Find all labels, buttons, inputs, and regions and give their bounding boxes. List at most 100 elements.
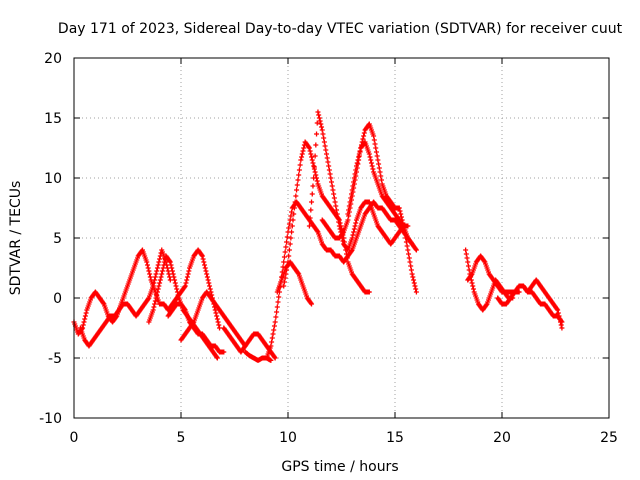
data-point (413, 247, 419, 253)
data-point (368, 157, 374, 163)
data-point (286, 253, 292, 259)
data-point (272, 355, 278, 361)
data-point (309, 301, 315, 307)
data-point (372, 141, 378, 147)
y-tick-label: 5 (53, 231, 62, 247)
data-point (172, 280, 178, 286)
data-point (340, 238, 346, 244)
data-point (268, 343, 274, 349)
data-point (184, 274, 190, 280)
data-point (147, 274, 153, 280)
data-point (299, 154, 305, 160)
data-point (346, 207, 352, 213)
x-tick-label: 15 (386, 430, 404, 446)
data-point (376, 161, 382, 167)
data-point (286, 225, 292, 231)
series-track-11 (281, 139, 372, 295)
data-point (204, 271, 210, 277)
data-point (336, 223, 342, 229)
data-point (463, 251, 469, 257)
data-point (406, 255, 412, 261)
data-point (311, 164, 317, 170)
data-point (154, 292, 160, 298)
data-point (151, 304, 157, 310)
series-track-6 (178, 289, 248, 349)
data-point (288, 213, 294, 219)
y-tick-label: 10 (44, 171, 62, 187)
data-point (309, 191, 315, 197)
data-point (307, 148, 313, 154)
data-point (328, 175, 334, 181)
data-point (289, 229, 295, 235)
data-point (169, 265, 175, 271)
data-point (282, 249, 288, 255)
y-tick-label: -5 (48, 351, 62, 367)
data-point (207, 286, 213, 292)
data-point (274, 304, 280, 310)
data-point (321, 139, 327, 145)
data-point (82, 313, 88, 319)
data-point (274, 309, 280, 315)
data-point (167, 258, 173, 264)
data-point (167, 277, 173, 283)
data-point (409, 271, 415, 277)
data-point (410, 274, 416, 280)
data-point (147, 271, 153, 277)
data-point (285, 259, 291, 265)
data-point (214, 313, 220, 319)
data-point (145, 296, 151, 302)
data-point (309, 157, 315, 163)
series-track-7 (221, 325, 278, 361)
tick-layer: 0 5 10 15 20 25 -10 -5 0 5 10 15 20 (39, 51, 618, 446)
data-point (331, 191, 337, 197)
data-point (352, 223, 358, 229)
data-point (468, 272, 474, 278)
data-point (161, 262, 167, 268)
data-point (405, 223, 411, 229)
data-point (170, 271, 176, 277)
data-point (405, 247, 411, 253)
data-point (271, 354, 277, 360)
data-point (307, 215, 313, 221)
data-point (354, 160, 360, 166)
data-point (186, 268, 192, 274)
data-point (366, 151, 372, 157)
data-point (286, 247, 292, 253)
data-point (182, 283, 188, 289)
data-point (351, 179, 357, 185)
data-point (212, 307, 218, 313)
data-point (404, 243, 410, 249)
data-point (336, 219, 342, 225)
data-point (321, 135, 327, 141)
data-point (559, 319, 565, 325)
data-point (144, 259, 150, 265)
data-point (288, 235, 294, 241)
data-point (160, 265, 166, 271)
data-point (100, 300, 106, 306)
data-point (271, 327, 277, 333)
data-point (172, 277, 178, 283)
data-point (312, 153, 318, 159)
data-point (322, 143, 328, 149)
data-point (167, 259, 173, 265)
y-axis-label: SDTVAR / TECUs (8, 181, 24, 296)
data-point (310, 183, 316, 189)
data-point (319, 127, 325, 133)
data-point (330, 187, 336, 193)
data-point (154, 289, 160, 295)
data-point (272, 319, 278, 325)
data-point (361, 130, 367, 136)
data-point (159, 268, 165, 274)
data-point (294, 182, 300, 188)
data-point (151, 280, 157, 286)
data-point (352, 171, 358, 177)
data-point (216, 322, 222, 328)
data-point (271, 323, 277, 329)
data-point (155, 262, 161, 268)
data-point (351, 175, 357, 181)
data-point (152, 277, 158, 283)
data-point (217, 325, 223, 331)
data-point (269, 339, 275, 345)
data-point (314, 131, 320, 137)
data-point (406, 251, 412, 257)
